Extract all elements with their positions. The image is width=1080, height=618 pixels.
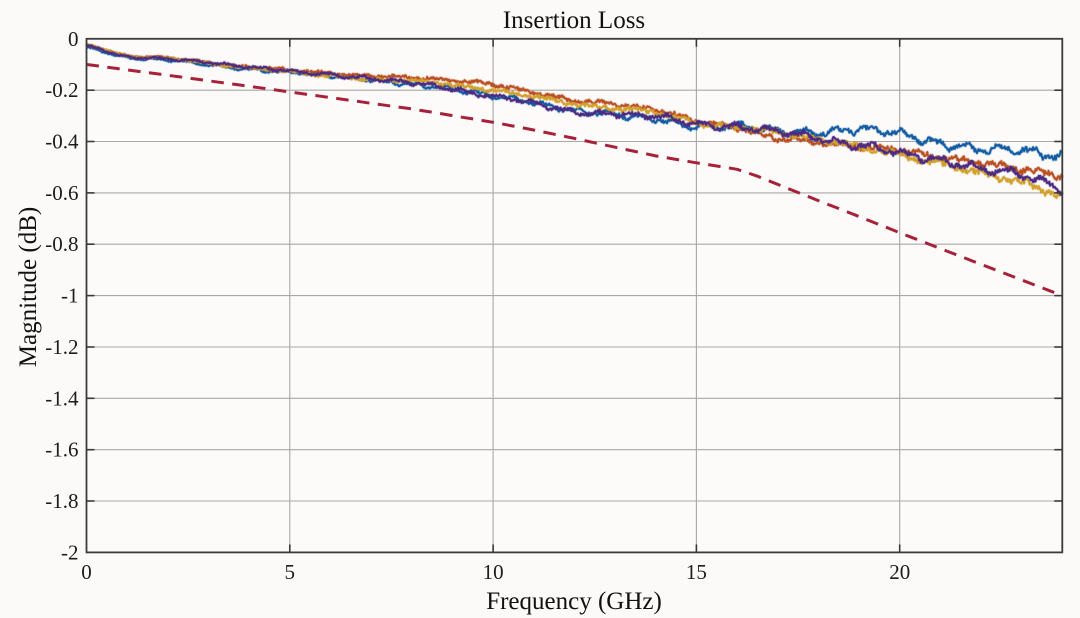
svg-text:10: 10 [483, 560, 504, 584]
svg-text:-1.6: -1.6 [45, 438, 78, 462]
svg-text:-0.6: -0.6 [45, 181, 78, 205]
svg-text:Magnitude (dB): Magnitude (dB) [15, 207, 42, 367]
svg-text:15: 15 [686, 560, 707, 584]
svg-text:-0.2: -0.2 [45, 78, 78, 102]
svg-text:-1.2: -1.2 [45, 335, 78, 359]
svg-text:Frequency (GHz): Frequency (GHz) [486, 588, 662, 615]
svg-text:0: 0 [68, 27, 79, 51]
svg-text:-2: -2 [61, 540, 79, 564]
svg-text:-1.8: -1.8 [45, 489, 78, 513]
svg-text:20: 20 [889, 560, 910, 584]
svg-text:0: 0 [81, 560, 92, 584]
svg-text:-1: -1 [61, 284, 79, 308]
svg-text:5: 5 [285, 560, 296, 584]
svg-text:-0.4: -0.4 [45, 130, 79, 154]
svg-text:-1.4: -1.4 [45, 386, 79, 410]
svg-text:Insertion Loss: Insertion Loss [503, 7, 645, 34]
svg-text:-0.8: -0.8 [45, 232, 78, 256]
